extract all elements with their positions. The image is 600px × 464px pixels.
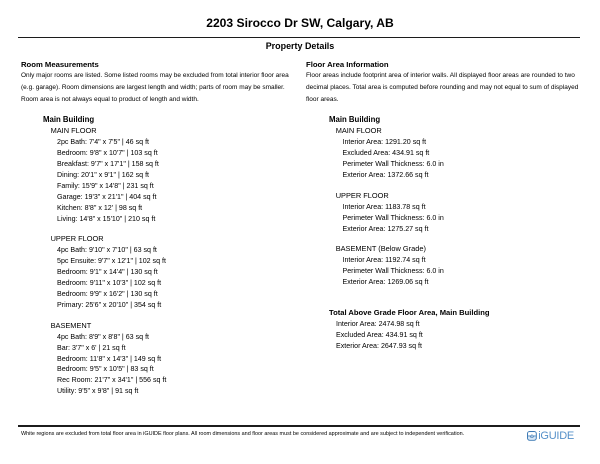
- room-item: 4pc Bath: 9'10" x 7'10" | 63 sq ft: [57, 246, 157, 255]
- floor-name: MAIN FLOOR: [335, 126, 382, 136]
- area-item: Perimeter Wall Thickness: 6.0 in: [342, 267, 444, 276]
- floor-section: BASEMENT (Below Grade) Interior Area: 119…: [306, 244, 584, 288]
- room-measurements-heading: Room Measurements: [21, 59, 99, 69]
- floor-area-heading: Floor Area Information: [306, 59, 389, 69]
- room-measurements-column: Room Measurements Only major rooms are l…: [21, 0, 293, 397]
- room-item: Utility: 9'5" x 9'8" | 91 sq ft: [57, 387, 139, 396]
- floor-name: MAIN FLOOR: [50, 126, 97, 136]
- floor-name: UPPER FLOOR: [335, 190, 389, 200]
- room-item: Rec Room: 21'7" x 34'1" | 556 sq ft: [57, 376, 167, 385]
- floor-section: UPPER FLOOR 4pc Bath: 9'10" x 7'10" | 63 …: [21, 234, 293, 311]
- room-item: Bedroom: 9'11" x 10'3" | 102 sq ft: [57, 279, 162, 288]
- room-item: 2pc Bath: 7'4" x 7'5" | 46 sq ft: [57, 138, 150, 147]
- room-item: Family: 15'9" x 14'8" | 231 sq ft: [57, 182, 154, 191]
- total-area-list: Interior Area: 2474.98 sq ft Excluded Are…: [306, 319, 584, 352]
- page-title: 2203 Sirocco Dr SW, Calgary, AB: [206, 15, 394, 30]
- iguide-logo-icon: [527, 431, 537, 441]
- iguide-logo: iGUIDE: [527, 429, 574, 442]
- area-item: Perimeter Wall Thickness: 6.0 in: [342, 213, 444, 222]
- total-area-item: Interior Area: 2474.98 sq ft: [336, 320, 420, 329]
- room-item: Kitchen: 8'8" x 12' | 98 sq ft: [57, 203, 143, 212]
- header-divider: [18, 37, 580, 39]
- room-item: 4pc Bath: 8'9" x 8'8" | 63 sq ft: [57, 332, 150, 341]
- floor-name: BASEMENT (Below Grade): [335, 244, 426, 254]
- footer-divider: [18, 425, 580, 427]
- total-area-item: Excluded Area: 434.91 sq ft: [336, 331, 423, 340]
- room-item: Bedroom: 9'9" x 16'2" | 130 sq ft: [57, 290, 158, 299]
- area-item: Perimeter Wall Thickness: 6.0 in: [342, 160, 444, 169]
- area-item: Interior Area: 1183.78 sq ft: [342, 202, 426, 211]
- room-item: 5pc Ensuite: 9'7" x 12'1" | 102 sq ft: [57, 257, 166, 266]
- floor-area-description: Floor areas include footprint area of in…: [306, 71, 579, 103]
- room-item: Primary: 25'6" x 20'10" | 354 sq ft: [57, 301, 162, 310]
- floor-name: BASEMENT: [50, 320, 92, 330]
- floor-area-list: MAIN FLOOR Interior Area: 1291.20 sq ft Ex…: [306, 126, 584, 288]
- floor-section: MAIN FLOOR 2pc Bath: 7'4" x 7'5" | 46 sq …: [21, 126, 293, 224]
- room-item: Bedroom: 9'5" x 10'5" | 83 sq ft: [57, 365, 154, 374]
- room-item: Bedroom: 9'1" x 14'4" | 130 sq ft: [57, 268, 158, 277]
- total-above-grade-heading: Total Above Grade Floor Area, Main Build…: [329, 308, 490, 318]
- floor-section: MAIN FLOOR Interior Area: 1291.20 sq ft Ex…: [306, 126, 584, 181]
- room-list: MAIN FLOOR 2pc Bath: 7'4" x 7'5" | 46 sq …: [21, 126, 293, 397]
- building-name: Main Building: [329, 115, 381, 125]
- total-above-grade-block: Total Above Grade Floor Area, Main Build…: [306, 308, 584, 352]
- total-area-item: Exterior Area: 2647.93 sq ft: [336, 342, 422, 351]
- area-item: Exterior Area: 1269.06 sq ft: [342, 277, 429, 286]
- area-item: Exterior Area: 1372.66 sq ft: [342, 171, 429, 180]
- page-subtitle: Property Details: [265, 41, 335, 52]
- floor-area-column: Floor Area Information Floor areas inclu…: [306, 0, 584, 352]
- room-measurements-description: Only major rooms are listed. Some listed…: [21, 71, 289, 103]
- area-item: Exterior Area: 1275.27 sq ft: [342, 224, 429, 233]
- room-item: Dining: 20'1" x 9'1" | 162 sq ft: [57, 171, 150, 180]
- room-item: Bedroom: 9'8" x 10'7" | 103 sq ft: [57, 149, 158, 158]
- floor-name: UPPER FLOOR: [50, 234, 104, 244]
- room-item: Bedroom: 11'8" x 14'3" | 149 sq ft: [57, 354, 162, 363]
- building-name: Main Building: [43, 115, 95, 125]
- room-item: Garage: 19'3" x 21'1" | 404 sq ft: [57, 192, 157, 201]
- area-item: Excluded Area: 434.91 sq ft: [342, 149, 430, 158]
- room-item: Living: 14'8" x 15'10" | 210 sq ft: [57, 214, 156, 223]
- floor-section: BASEMENT 4pc Bath: 8'9" x 8'8" | 63 sq ft…: [21, 321, 293, 398]
- room-item: Breakfast: 9'7" x 17'1" | 158 sq ft: [57, 160, 159, 169]
- area-item: Interior Area: 1291.20 sq ft: [342, 138, 427, 147]
- footer-disclaimer: White regions are excluded from total fl…: [21, 430, 465, 437]
- area-item: Interior Area: 1192.74 sq ft: [342, 256, 426, 265]
- iguide-logo-text: iGUIDE: [538, 429, 574, 442]
- room-item: Bar: 3'7" x 6' | 21 sq ft: [57, 343, 126, 352]
- floor-section: UPPER FLOOR Interior Area: 1183.78 sq ft P…: [306, 191, 584, 235]
